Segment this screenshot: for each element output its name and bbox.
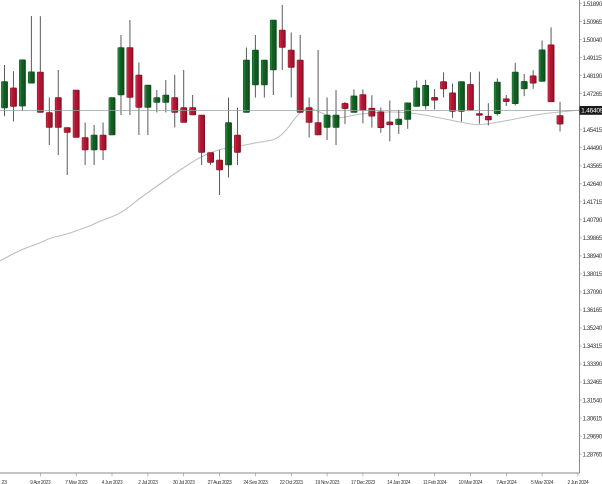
svg-text:1.36165: 1.36165 <box>583 307 602 314</box>
svg-text:1.42640: 1.42640 <box>583 181 602 188</box>
svg-text:1.50965: 1.50965 <box>583 19 602 26</box>
svg-text:1.49115: 1.49115 <box>583 55 602 62</box>
svg-text:23: 23 <box>1 480 7 484</box>
svg-text:2 Jun 2024: 2 Jun 2024 <box>567 480 588 484</box>
svg-text:5 May 2024: 5 May 2024 <box>531 480 554 484</box>
svg-text:1.34315: 1.34315 <box>583 343 602 350</box>
svg-text:1.37090: 1.37090 <box>583 289 602 296</box>
svg-text:1.51890: 1.51890 <box>583 1 602 8</box>
svg-text:1.46409: 1.46409 <box>581 107 602 114</box>
svg-text:24 Sep 2023: 24 Sep 2023 <box>243 480 268 484</box>
svg-text:1.38015: 1.38015 <box>583 271 602 278</box>
svg-text:1.44490: 1.44490 <box>583 145 602 152</box>
svg-text:1.47265: 1.47265 <box>583 91 602 98</box>
svg-text:1.45415: 1.45415 <box>583 127 602 134</box>
svg-text:1.43565: 1.43565 <box>583 163 602 170</box>
svg-text:7 Apr 2024: 7 Apr 2024 <box>496 480 517 484</box>
svg-text:2 Jul 2023: 2 Jul 2023 <box>138 480 158 484</box>
svg-text:10 Mar 2024: 10 Mar 2024 <box>459 480 483 484</box>
svg-text:27 Aug 2023: 27 Aug 2023 <box>208 480 232 484</box>
svg-text:4 Jun 2023: 4 Jun 2023 <box>102 480 123 484</box>
svg-text:11 Feb 2024: 11 Feb 2024 <box>423 480 447 484</box>
svg-text:1.35240: 1.35240 <box>583 325 602 332</box>
svg-text:19 Nov 2023: 19 Nov 2023 <box>315 480 340 484</box>
svg-text:1.31540: 1.31540 <box>583 397 602 404</box>
svg-text:1.48190: 1.48190 <box>583 73 602 80</box>
svg-text:30 Jul 2023: 30 Jul 2023 <box>173 480 195 484</box>
svg-text:1.50040: 1.50040 <box>583 37 602 44</box>
svg-text:1.32465: 1.32465 <box>583 379 602 386</box>
svg-text:1.40790: 1.40790 <box>583 217 602 224</box>
svg-text:1.39865: 1.39865 <box>583 235 602 242</box>
svg-text:22 Oct 2023: 22 Oct 2023 <box>280 480 303 484</box>
svg-text:7 May 2023: 7 May 2023 <box>65 480 88 484</box>
svg-text:9 Apr 2023: 9 Apr 2023 <box>30 480 51 484</box>
svg-text:1.28765: 1.28765 <box>583 451 602 458</box>
svg-text:1.41715: 1.41715 <box>583 199 602 206</box>
svg-text:1.29690: 1.29690 <box>583 433 602 440</box>
svg-text:1.30615: 1.30615 <box>583 415 602 422</box>
svg-text:14 Jan 2024: 14 Jan 2024 <box>387 480 411 484</box>
svg-text:17 Dec 2023: 17 Dec 2023 <box>351 480 376 484</box>
svg-text:1.38940: 1.38940 <box>583 253 602 260</box>
svg-text:1.33390: 1.33390 <box>583 361 602 368</box>
